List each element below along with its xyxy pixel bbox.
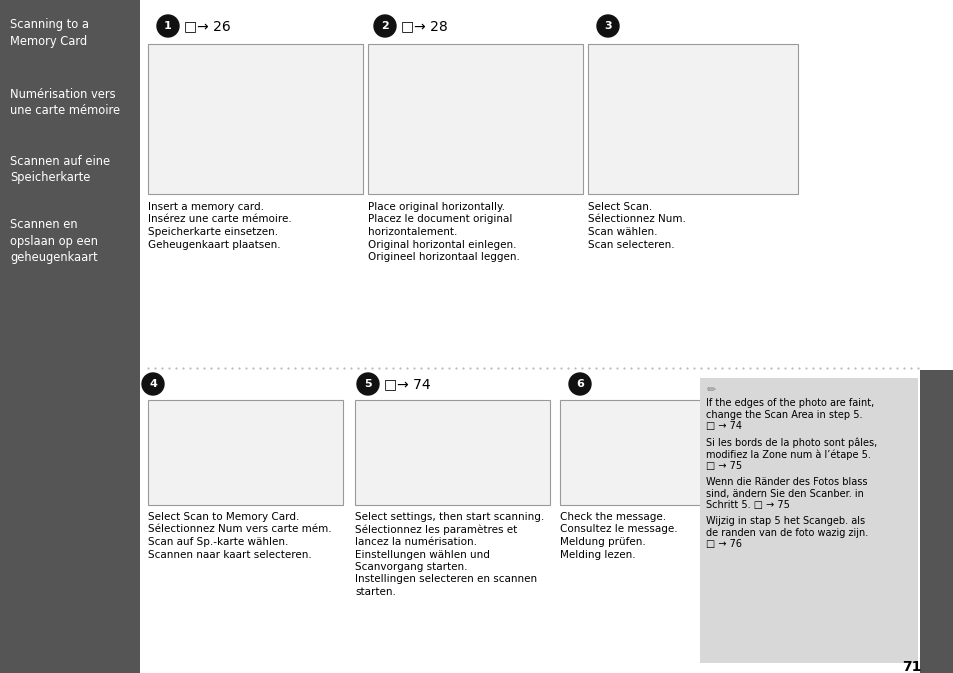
Text: Wijzig in stap 5 het Scangeb. als: Wijzig in stap 5 het Scangeb. als <box>705 516 864 526</box>
Text: Wenn die Ränder des Fotos blass: Wenn die Ränder des Fotos blass <box>705 477 866 487</box>
Circle shape <box>157 15 179 37</box>
Bar <box>700 378 917 663</box>
Text: Scanning to a
Memory Card: Scanning to a Memory Card <box>10 18 89 48</box>
Text: □ → 76: □ → 76 <box>705 540 741 549</box>
Text: change the Scan Area in step 5.: change the Scan Area in step 5. <box>705 409 862 419</box>
Text: Insérez une carte mémoire.: Insérez une carte mémoire. <box>148 215 292 225</box>
Text: □ → 74: □ → 74 <box>705 421 741 431</box>
Text: Place original horizontally.: Place original horizontally. <box>368 202 504 212</box>
Text: Numérisation vers
une carte mémoire: Numérisation vers une carte mémoire <box>10 88 120 118</box>
Text: ✏: ✏ <box>706 385 716 395</box>
Text: Placez le document original: Placez le document original <box>368 215 512 225</box>
Bar <box>559 400 754 505</box>
Text: Scan auf Sp.-karte wählen.: Scan auf Sp.-karte wählen. <box>148 537 288 547</box>
Text: Scan wählen.: Scan wählen. <box>587 227 657 237</box>
Text: modifiez la Zone num à l’étape 5.: modifiez la Zone num à l’étape 5. <box>705 449 870 460</box>
Text: □→ 28: □→ 28 <box>400 19 447 33</box>
Text: Scannen naar kaart selecteren.: Scannen naar kaart selecteren. <box>148 549 312 559</box>
Text: □ → 75: □ → 75 <box>705 460 741 470</box>
Bar <box>148 400 343 505</box>
Bar <box>919 370 953 673</box>
Text: Original horizontal einlegen.: Original horizontal einlegen. <box>368 240 516 250</box>
Bar <box>587 44 797 194</box>
Text: 6: 6 <box>576 379 583 389</box>
Circle shape <box>142 373 164 395</box>
Text: Scan selecteren.: Scan selecteren. <box>587 240 674 250</box>
Text: Speicherkarte einsetzen.: Speicherkarte einsetzen. <box>148 227 278 237</box>
Text: Einstellungen wählen und: Einstellungen wählen und <box>355 549 489 559</box>
Text: Instellingen selecteren en scannen: Instellingen selecteren en scannen <box>355 575 537 584</box>
Text: 3: 3 <box>603 21 611 31</box>
Text: Schritt 5. □ → 75: Schritt 5. □ → 75 <box>705 500 789 510</box>
Text: Select Scan.: Select Scan. <box>587 202 652 212</box>
Circle shape <box>356 373 378 395</box>
Text: Select Scan to Memory Card.: Select Scan to Memory Card. <box>148 512 299 522</box>
Text: Scannen auf eine
Speicherkarte: Scannen auf eine Speicherkarte <box>10 155 110 184</box>
Text: □→ 74: □→ 74 <box>384 377 430 391</box>
Bar <box>368 44 582 194</box>
Text: horizontalement.: horizontalement. <box>368 227 456 237</box>
Bar <box>355 400 550 505</box>
Text: 2: 2 <box>381 21 389 31</box>
Bar <box>148 44 363 194</box>
Text: Consultez le message.: Consultez le message. <box>559 524 677 534</box>
Text: lancez la numérisation.: lancez la numérisation. <box>355 537 476 547</box>
Text: Melding lezen.: Melding lezen. <box>559 549 635 559</box>
Text: Check the message.: Check the message. <box>559 512 665 522</box>
Text: Sélectionnez les paramètres et: Sélectionnez les paramètres et <box>355 524 517 535</box>
Text: 5: 5 <box>364 379 372 389</box>
Text: Meldung prüfen.: Meldung prüfen. <box>559 537 645 547</box>
Text: sind, ändern Sie den Scanber. in: sind, ändern Sie den Scanber. in <box>705 489 863 499</box>
Text: Si les bords de la photo sont pâles,: Si les bords de la photo sont pâles, <box>705 437 877 448</box>
Text: 71: 71 <box>902 660 921 673</box>
Text: 1: 1 <box>164 21 172 31</box>
Text: Sélectionnez Num.: Sélectionnez Num. <box>587 215 685 225</box>
Text: Insert a memory card.: Insert a memory card. <box>148 202 264 212</box>
Text: □→ 26: □→ 26 <box>184 19 231 33</box>
Text: Geheugenkaart plaatsen.: Geheugenkaart plaatsen. <box>148 240 280 250</box>
Text: 4: 4 <box>149 379 157 389</box>
Text: If the edges of the photo are faint,: If the edges of the photo are faint, <box>705 398 873 408</box>
Text: starten.: starten. <box>355 587 395 597</box>
Text: Sélectionnez Num vers carte mém.: Sélectionnez Num vers carte mém. <box>148 524 332 534</box>
Text: Select settings, then start scanning.: Select settings, then start scanning. <box>355 512 543 522</box>
Text: de randen van de foto wazig zijn.: de randen van de foto wazig zijn. <box>705 528 867 538</box>
Text: Scannen en
opslaan op een
geheugenkaart: Scannen en opslaan op een geheugenkaart <box>10 218 98 264</box>
Circle shape <box>597 15 618 37</box>
Text: Origineel horizontaal leggen.: Origineel horizontaal leggen. <box>368 252 519 262</box>
Circle shape <box>374 15 395 37</box>
Bar <box>0 0 140 673</box>
Text: Scanvorgang starten.: Scanvorgang starten. <box>355 562 467 572</box>
Circle shape <box>568 373 590 395</box>
